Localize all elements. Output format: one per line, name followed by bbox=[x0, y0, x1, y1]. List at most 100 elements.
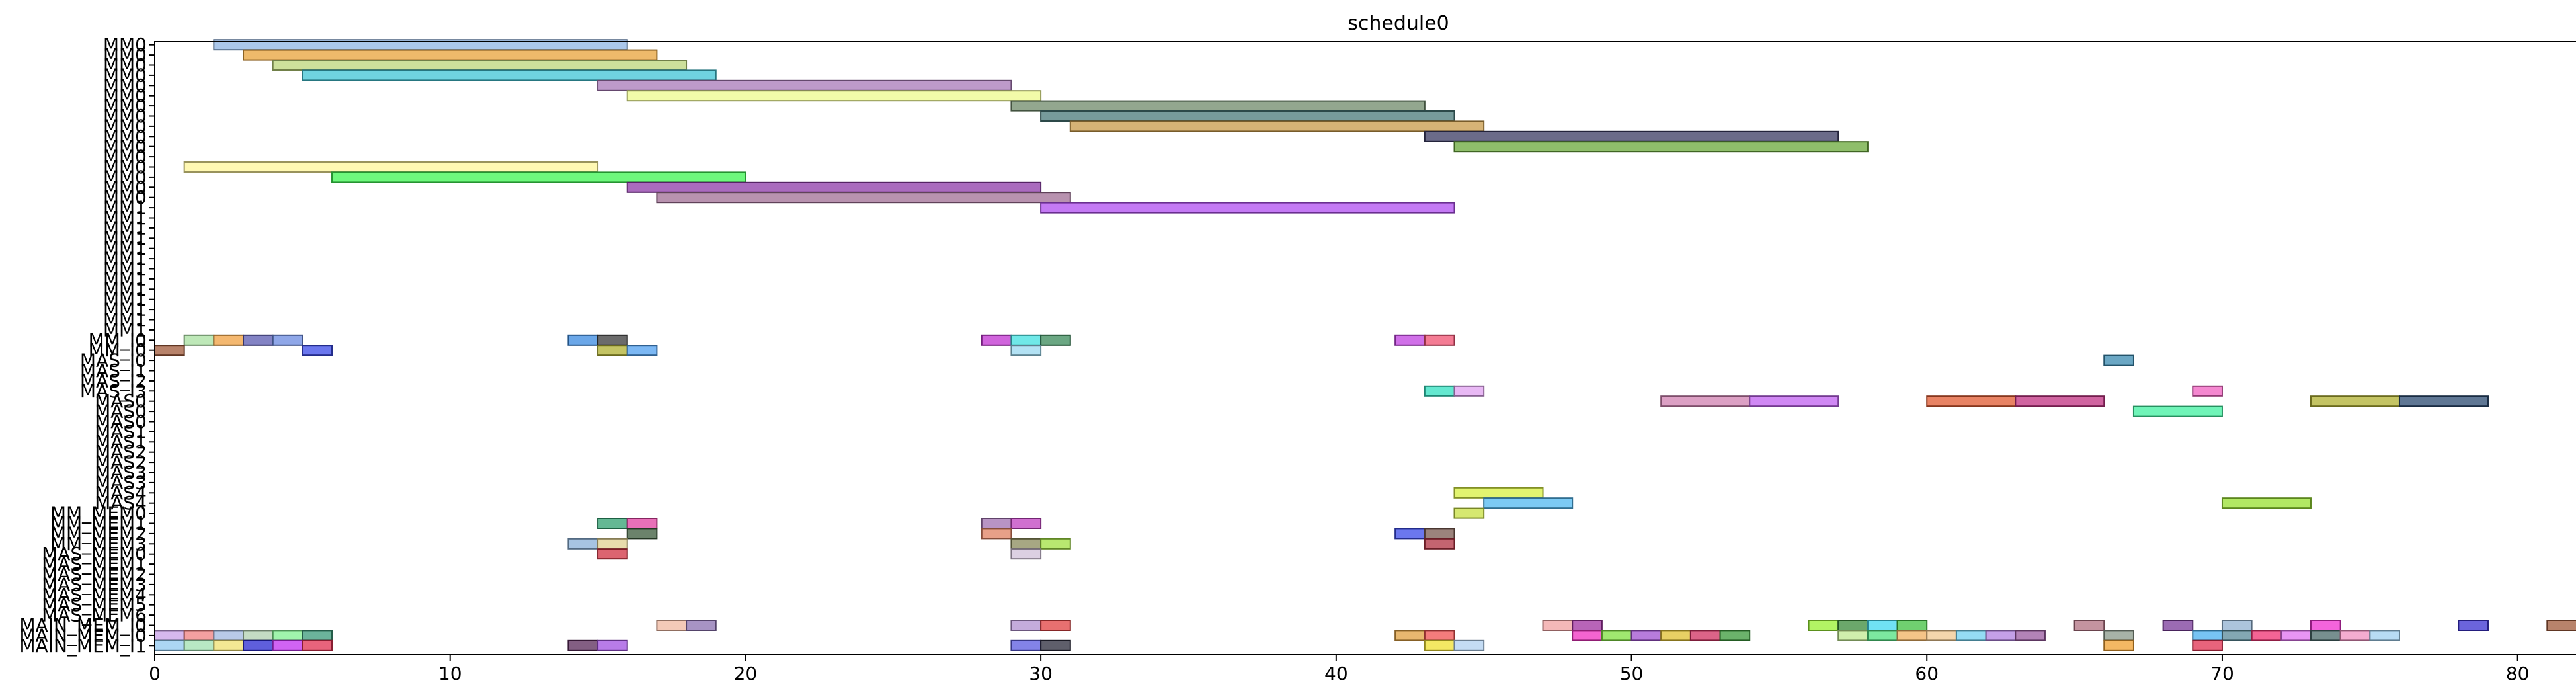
task-bar bbox=[2310, 620, 2341, 631]
task-bar bbox=[1424, 630, 1455, 641]
task-bar bbox=[2369, 630, 2400, 641]
y-tick-label: MM_MEM1 bbox=[50, 512, 147, 534]
y-tick-label: MM1 bbox=[103, 268, 147, 290]
x-tick-label: 10 bbox=[438, 663, 462, 684]
task-bar bbox=[1749, 395, 1839, 407]
y-tick-label: MM0 bbox=[103, 115, 147, 137]
task-bar bbox=[243, 334, 274, 346]
task-bar bbox=[656, 192, 1071, 204]
y-tick-label: MAS_I0 bbox=[80, 350, 147, 372]
y-tick-label: MAS3 bbox=[95, 472, 147, 493]
y-tick-label: MM_I0 bbox=[89, 329, 147, 351]
task-bar bbox=[2103, 354, 2134, 366]
task-bar bbox=[597, 548, 628, 560]
task-bar bbox=[1424, 528, 1455, 540]
task-bar bbox=[183, 334, 215, 346]
task-bar bbox=[1453, 507, 1485, 519]
y-tick-label: MM1 bbox=[103, 278, 147, 300]
task-bar bbox=[1572, 620, 1603, 631]
task-bar bbox=[1453, 639, 1485, 651]
task-bars bbox=[154, 39, 2576, 651]
task-bar bbox=[2310, 630, 2341, 641]
task-bar bbox=[1453, 141, 1869, 153]
task-bar bbox=[1069, 120, 1485, 132]
task-bar bbox=[302, 69, 717, 81]
task-bar bbox=[1660, 395, 1751, 407]
x-tick-label: 40 bbox=[1324, 663, 1348, 684]
task-bar bbox=[243, 49, 658, 61]
task-bar bbox=[626, 345, 658, 356]
task-bar bbox=[2132, 405, 2223, 417]
task-bar bbox=[567, 334, 599, 346]
y-axis: MM0MM0MM0MM0MM0MM0MM0MM0MM0MM0MM0MM0MM0M… bbox=[19, 34, 155, 657]
x-tick-label: 20 bbox=[734, 663, 758, 684]
y-tick-label: MAS2 bbox=[95, 452, 147, 473]
chart-title: schedule0 bbox=[1348, 12, 1449, 35]
task-bar bbox=[2103, 630, 2134, 641]
y-tick-label: MM1 bbox=[103, 237, 147, 259]
task-bar bbox=[1453, 385, 1485, 397]
y-tick-label: MAS0 bbox=[95, 401, 147, 423]
y-tick-label: MM_MEM0 bbox=[50, 503, 147, 524]
task-bar bbox=[1010, 639, 1042, 651]
x-axis: 0 10 20 30 40 50 60 70 80 bbox=[149, 655, 2529, 684]
y-tick-label: MAS_MEM1 bbox=[42, 554, 147, 575]
task-bar bbox=[1010, 345, 1042, 356]
task-bar bbox=[1601, 630, 1632, 641]
task-bar bbox=[1808, 620, 1839, 631]
task-bar bbox=[1985, 630, 2017, 641]
task-bar bbox=[1394, 528, 1426, 540]
task-bar bbox=[1010, 100, 1426, 112]
task-bar bbox=[597, 639, 628, 651]
task-bar bbox=[302, 345, 333, 356]
task-bar bbox=[981, 334, 1012, 346]
task-bar bbox=[183, 639, 215, 651]
task-bar bbox=[2458, 620, 2489, 631]
task-bar bbox=[626, 90, 1042, 102]
task-bar bbox=[1010, 334, 1042, 346]
y-tick-label: MAS4 bbox=[95, 492, 147, 514]
task-bar bbox=[1010, 620, 1042, 631]
task-bar bbox=[2221, 497, 2312, 509]
task-bar bbox=[1867, 630, 1898, 641]
task-bar bbox=[2221, 630, 2253, 641]
task-bar bbox=[1010, 548, 1042, 560]
task-bar bbox=[1867, 620, 1898, 631]
y-tick-label: MAS_MEM3 bbox=[42, 573, 147, 595]
y-tick-label: MM0 bbox=[103, 85, 147, 106]
y-tick-label: MAS_MEM6 bbox=[42, 604, 147, 626]
y-tick-label: MM0 bbox=[103, 126, 147, 147]
task-bar bbox=[1660, 630, 1691, 641]
y-tick-label: MAS_MEM5 bbox=[42, 594, 147, 616]
task-bar bbox=[2398, 395, 2489, 407]
task-bar bbox=[2073, 620, 2105, 631]
task-bar bbox=[1040, 620, 1071, 631]
y-tick-label: MAS_MEM4 bbox=[42, 584, 147, 606]
y-tick-label: MM0 bbox=[103, 64, 147, 86]
task-bar bbox=[154, 630, 185, 641]
y-tick-label: MM0 bbox=[103, 54, 147, 76]
x-tick-label: 60 bbox=[1915, 663, 1939, 684]
task-bar bbox=[2162, 620, 2194, 631]
task-bar bbox=[686, 620, 717, 631]
task-bar bbox=[981, 528, 1012, 540]
task-bar bbox=[1040, 110, 1455, 122]
task-bar bbox=[213, 639, 245, 651]
task-bar bbox=[1572, 630, 1603, 641]
task-bar bbox=[154, 345, 185, 356]
task-bar bbox=[1040, 202, 1455, 214]
task-bar bbox=[302, 630, 333, 641]
task-bar bbox=[1040, 334, 1071, 346]
task-bar bbox=[567, 538, 599, 550]
y-tick-label: MM_MEM3 bbox=[50, 533, 147, 555]
task-bar bbox=[597, 538, 628, 550]
task-bar bbox=[183, 630, 215, 641]
task-bar bbox=[1394, 334, 1426, 346]
task-bar bbox=[1719, 630, 1751, 641]
task-bar bbox=[1837, 630, 1869, 641]
y-tick-label: MM_MEM2 bbox=[50, 522, 147, 544]
x-tick-label: 80 bbox=[2506, 663, 2530, 684]
task-bar bbox=[1542, 620, 1574, 631]
task-bar bbox=[272, 639, 303, 651]
y-tick-label: MAS4 bbox=[95, 482, 147, 504]
